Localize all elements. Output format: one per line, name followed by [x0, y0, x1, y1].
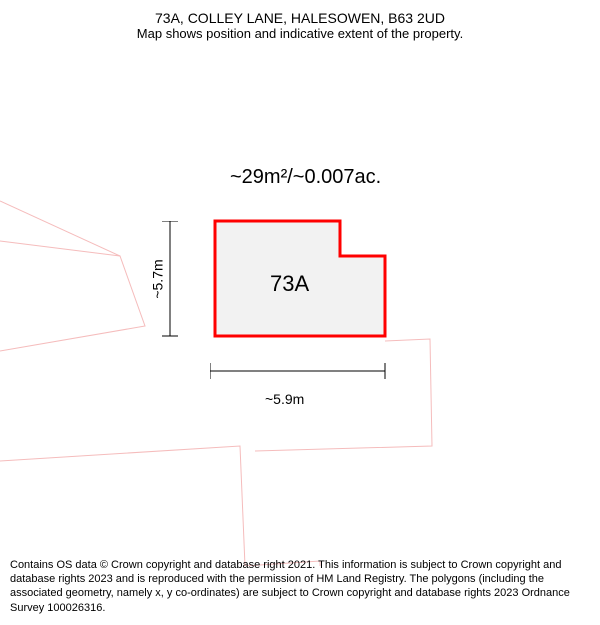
map-area: ~29m²/~0.007ac. 73A ~5.7m ~5.9m [0, 46, 600, 506]
horizontal-dimension-line [210, 361, 395, 381]
map-subtitle: Map shows position and indicative extent… [20, 26, 580, 41]
area-measurement-label: ~29m²/~0.007ac. [230, 166, 381, 189]
property-address-title: 73A, COLLEY LANE, HALESOWEN, B63 2UD [20, 10, 580, 26]
property-number-label: 73A [270, 271, 309, 297]
vertical-dimension-label: ~5.7m [150, 259, 166, 298]
copyright-footer: Contains OS data © Crown copyright and d… [10, 558, 590, 615]
header: 73A, COLLEY LANE, HALESOWEN, B63 2UD Map… [0, 0, 600, 46]
horizontal-dimension-label: ~5.9m [265, 391, 304, 407]
